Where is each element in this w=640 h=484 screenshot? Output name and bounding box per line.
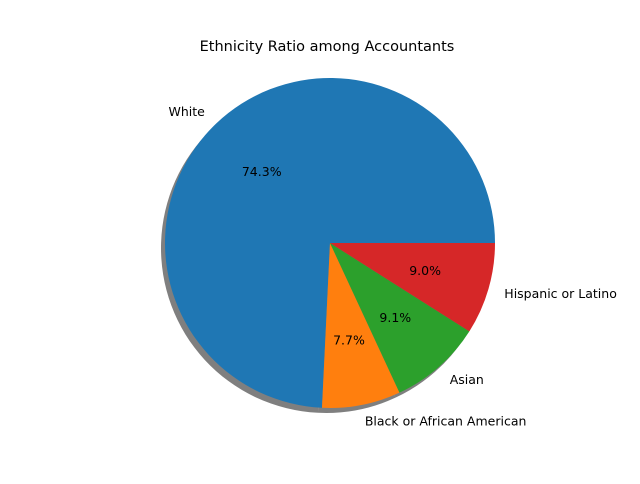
pie-slices bbox=[165, 78, 495, 408]
pie-slice-asian bbox=[330, 243, 470, 393]
slice-percent-hispanic-or-latino: 9.0% bbox=[409, 263, 441, 278]
pie-labels: White 74.3% Black or African American 7.7% A… bbox=[168, 104, 616, 429]
pie-slice-white bbox=[165, 78, 495, 408]
pie-slice-hispanic-or-latino bbox=[330, 243, 495, 332]
pie-slice-black-or-african-american bbox=[321, 243, 400, 408]
slice-label-hispanic-or-latino: Hispanic or Latino bbox=[504, 286, 617, 301]
slice-percent-asian: 9.1% bbox=[379, 310, 411, 325]
slice-label-white: White bbox=[168, 104, 205, 119]
slice-percent-white: 74.3% bbox=[242, 164, 282, 179]
slice-percent-black-or-african-american: 7.7% bbox=[333, 333, 365, 348]
chart-title: Ethnicity Ratio among Accountants bbox=[200, 39, 455, 55]
slice-label-asian: Asian bbox=[450, 372, 484, 387]
slice-label-black-or-african-american: Black or African American bbox=[365, 414, 527, 429]
